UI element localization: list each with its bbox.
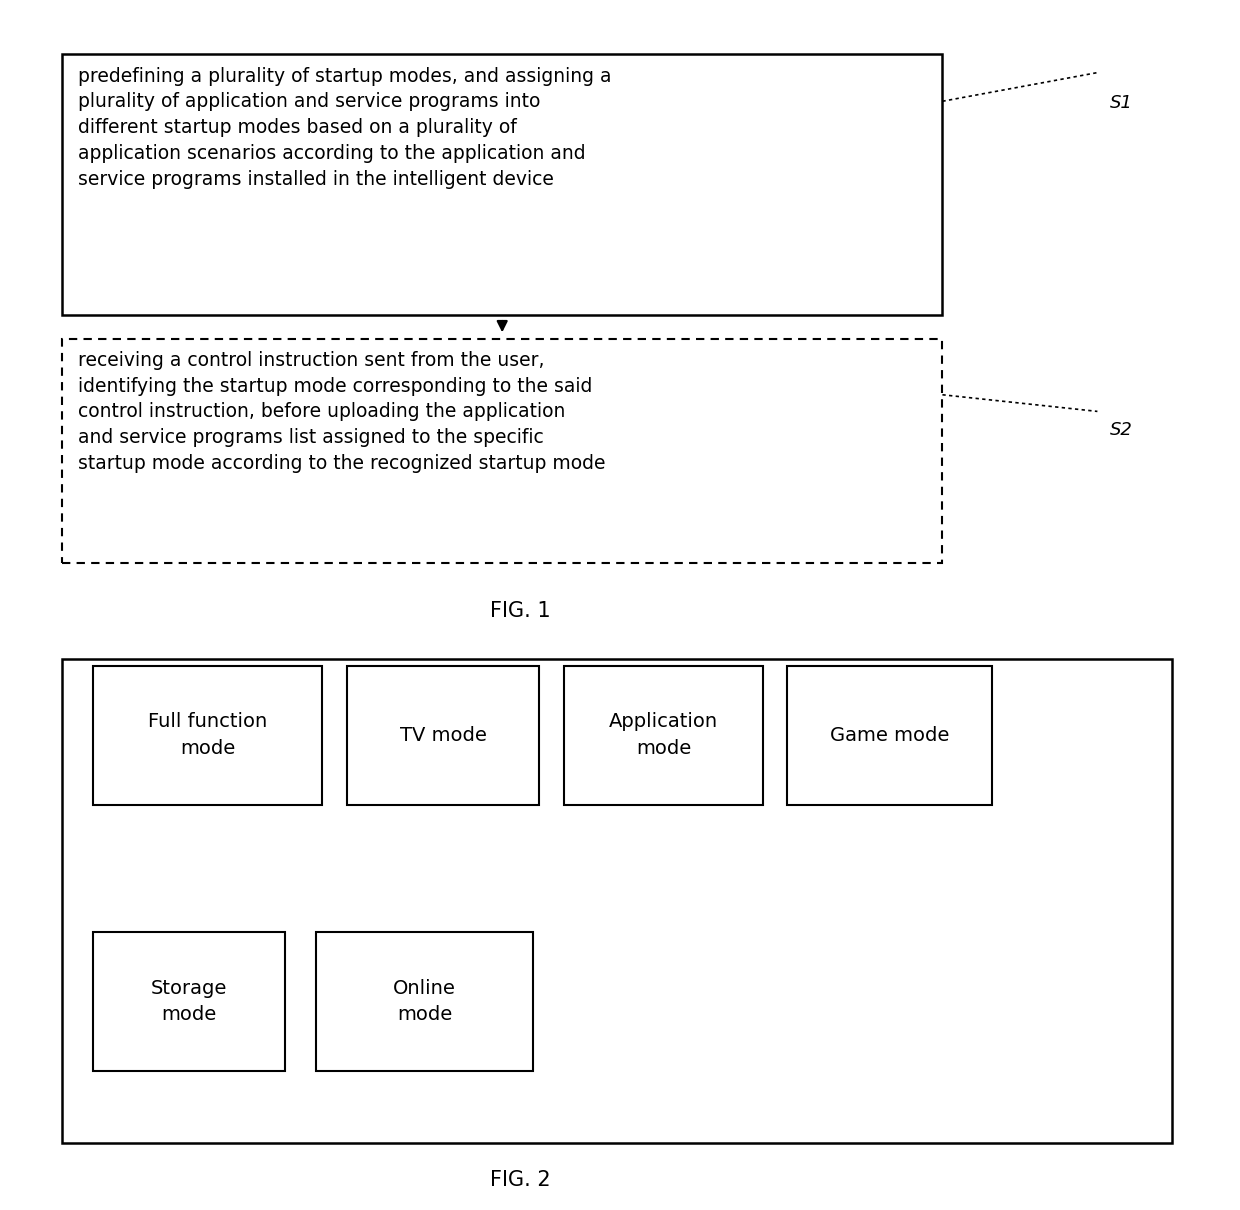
Text: Online
mode: Online mode [393,979,456,1024]
Text: Storage
mode: Storage mode [151,979,227,1024]
Bar [93,932,285,1071]
Bar [316,932,533,1071]
Bar [347,666,539,805]
Text: S2: S2 [1110,421,1132,438]
Text: Game mode: Game mode [830,726,950,744]
Text: FIG. 2: FIG. 2 [491,1170,551,1189]
Bar [93,666,322,805]
Bar [564,666,763,805]
Text: TV mode: TV mode [399,726,487,744]
Bar [62,54,942,315]
Text: Application
mode: Application mode [609,713,718,757]
Text: receiving a control instruction sent from the user,
identifying the startup mode: receiving a control instruction sent fro… [78,351,605,473]
Text: Full function
mode: Full function mode [148,713,268,757]
Text: predefining a plurality of startup modes, and assigning a
plurality of applicati: predefining a plurality of startup modes… [78,67,611,189]
Bar [787,666,992,805]
Bar [62,659,1172,1143]
Bar [62,339,942,563]
Text: FIG. 1: FIG. 1 [491,601,551,621]
Text: S1: S1 [1110,94,1132,111]
